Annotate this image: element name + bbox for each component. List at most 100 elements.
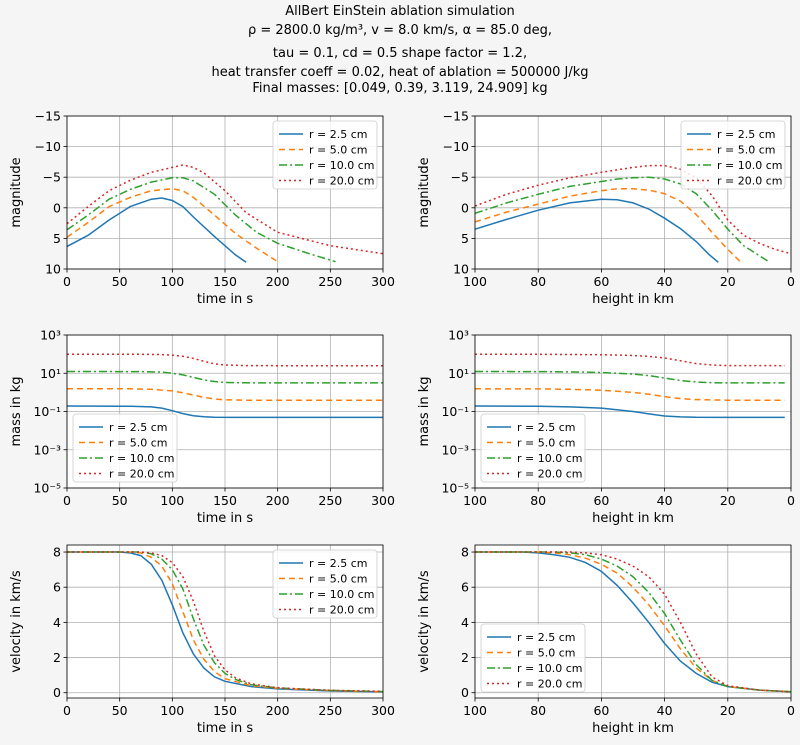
ytick-label-4-3: 6 <box>53 580 61 595</box>
ytick-label-1-2: 0 <box>461 200 469 215</box>
ytick-label-5-4: 8 <box>461 545 469 560</box>
series-line-2-1 <box>67 388 383 401</box>
xtick-label-4-3: 150 <box>213 703 237 718</box>
xtick-label-2-3: 150 <box>213 493 237 508</box>
x-axis-label-3: height in km <box>592 511 674 526</box>
xtick-label-0-4: 200 <box>266 274 290 289</box>
xtick-label-1-3: 40 <box>657 274 673 289</box>
ytick-label-4-2: 4 <box>53 615 61 630</box>
xtick-label-3-3: 40 <box>657 493 673 508</box>
legend-box-3 <box>480 413 586 483</box>
series-line-2-0 <box>66 405 383 419</box>
legend-label-3-0: r = 2.5 cm <box>517 421 576 434</box>
x-axis-label-2: time in s <box>197 511 253 526</box>
axes-frame-5 <box>474 544 792 699</box>
xtick-label-4-5: 250 <box>318 703 342 718</box>
legend-label-4-0: r = 2.5 cm <box>309 557 368 570</box>
series-line-5-0 <box>475 551 792 693</box>
xtick-label-1-2: 60 <box>593 274 609 289</box>
series-line-1-0 <box>474 198 719 263</box>
x-axis-label-0: time in s <box>197 292 253 307</box>
legend-label-5-0: r = 2.5 cm <box>517 631 576 644</box>
xtick-label-5-1: 80 <box>530 703 546 718</box>
xtick-label-0-6: 300 <box>371 274 395 289</box>
xtick-label-3-5: 0 <box>787 493 795 508</box>
legend-box-4 <box>272 549 378 619</box>
legend-label-3-1: r = 5.0 cm <box>517 437 576 450</box>
xtick-label-2-0: 0 <box>63 493 71 508</box>
legend-label-1-2: r = 10.0 cm <box>717 159 782 172</box>
xtick-label-3-1: 80 <box>530 493 546 508</box>
series-line-3-3 <box>475 353 785 367</box>
legend-label-2-0: r = 2.5 cm <box>109 421 168 434</box>
xtick-label-0-1: 50 <box>112 274 128 289</box>
xtick-label-2-5: 250 <box>318 493 342 508</box>
ytick-label-4-0: 0 <box>53 685 61 700</box>
y-axis-label-1: magnitude <box>417 157 432 227</box>
xtick-label-2-2: 100 <box>160 493 184 508</box>
legend-label-0-0: r = 2.5 cm <box>309 128 368 141</box>
legend-label-1-0: r = 2.5 cm <box>717 128 776 141</box>
xtick-label-2-1: 50 <box>112 493 128 508</box>
xtick-label-1-5: 0 <box>787 274 795 289</box>
title-line-3: tau = 0.1, cd = 0.5 shape factor = 1.2, <box>272 46 528 61</box>
legend-label-4-1: r = 5.0 cm <box>309 573 368 586</box>
xtick-label-1-1: 80 <box>530 274 546 289</box>
series-line-0-1 <box>66 188 279 263</box>
xtick-label-2-4: 200 <box>266 493 290 508</box>
xtick-label-1-4: 20 <box>720 274 736 289</box>
ytick-label-1-3: −5 <box>451 170 469 185</box>
legend-label-1-3: r = 20.0 cm <box>717 175 782 188</box>
xtick-label-4-2: 100 <box>160 703 184 718</box>
legend-label-1-1: r = 5.0 cm <box>717 144 776 157</box>
ytick-label-0-3: −5 <box>43 170 61 185</box>
series-line-1-2 <box>474 176 770 263</box>
legend-label-5-1: r = 5.0 cm <box>517 647 576 660</box>
y-axis-label-0: magnitude <box>9 157 24 227</box>
series-line-3-0 <box>474 405 785 419</box>
ytick-label-5-1: 2 <box>461 650 469 665</box>
ytick-label-0-4: −10 <box>35 139 61 154</box>
legend-label-2-3: r = 20.0 cm <box>109 468 174 481</box>
xtick-label-0-5: 250 <box>318 274 342 289</box>
xtick-label-2-6: 300 <box>371 493 395 508</box>
legend-label-2-1: r = 5.0 cm <box>109 437 168 450</box>
ytick-label-5-3: 6 <box>461 580 469 595</box>
title-line-2: ρ = 2800.0 kg/m³, v = 8.0 km/s, α = 85.0… <box>247 23 553 38</box>
legend-label-5-2: r = 10.0 cm <box>517 662 582 675</box>
legend-box-2 <box>72 413 178 483</box>
legend-box-1 <box>680 120 786 190</box>
series-line-5-3 <box>475 551 792 693</box>
xtick-label-3-2: 60 <box>593 493 609 508</box>
ytick-label-3-1: 10⁻³ <box>441 442 469 457</box>
xtick-label-3-0: 100 <box>463 493 487 508</box>
ytick-label-3-4: 10³ <box>448 328 469 343</box>
ytick-label-2-0: 10⁻⁵ <box>33 481 61 496</box>
ytick-label-0-5: −15 <box>35 109 61 124</box>
title-line-4: heat transfer coeff = 0.02, heat of abla… <box>211 65 589 80</box>
y-axis-label-3: mass in kg <box>417 376 432 446</box>
ytick-label-1-1: 5 <box>461 231 469 246</box>
xtick-label-0-2: 100 <box>160 274 184 289</box>
series-line-4-3 <box>67 551 384 693</box>
ytick-label-3-0: 10⁻⁵ <box>441 481 469 496</box>
series-line-2-3 <box>67 353 383 367</box>
xtick-label-4-0: 0 <box>63 703 71 718</box>
ytick-label-1-4: −10 <box>443 139 469 154</box>
title-line-5: Final masses: [0.049, 0.39, 3.119, 24.90… <box>252 81 548 96</box>
title-line-1: AllBert EinStein ablation simulation <box>285 4 515 19</box>
legend-label-0-3: r = 20.0 cm <box>309 175 374 188</box>
ytick-label-2-4: 10³ <box>40 328 61 343</box>
legend-label-4-2: r = 10.0 cm <box>309 588 374 601</box>
xtick-label-5-0: 100 <box>463 703 487 718</box>
xtick-label-5-5: 0 <box>787 703 795 718</box>
legend-label-3-2: r = 10.0 cm <box>517 452 582 465</box>
ytick-label-0-1: 5 <box>53 231 61 246</box>
xtick-label-5-2: 60 <box>593 703 609 718</box>
legend-label-4-3: r = 20.0 cm <box>309 604 374 617</box>
ytick-label-4-1: 2 <box>53 650 61 665</box>
x-axis-label-4: time in s <box>197 721 253 736</box>
series-line-2-2 <box>66 370 383 384</box>
xtick-label-4-6: 300 <box>371 703 395 718</box>
xtick-label-4-4: 200 <box>266 703 290 718</box>
